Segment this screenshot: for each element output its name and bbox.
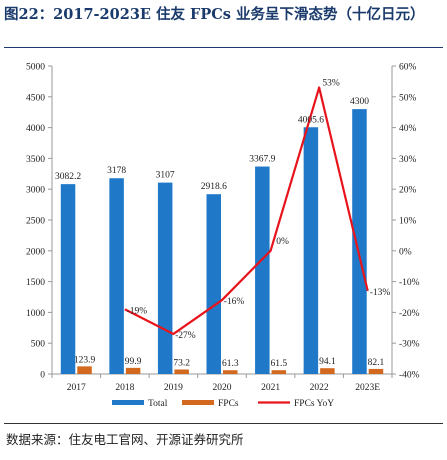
total-bar — [255, 166, 270, 374]
legend-swatch — [112, 400, 144, 405]
right-tick-label: 60% — [399, 63, 417, 73]
fpcs-bar-label: 94.1 — [319, 357, 336, 367]
left-tick-label: 1000 — [26, 309, 45, 319]
total-bar-label: 3367.9 — [249, 155, 275, 165]
legend-label: Total — [148, 399, 168, 409]
left-tick-label: 3000 — [26, 186, 45, 196]
chart-line — [124, 86, 369, 336]
left-tick-label: 3500 — [26, 155, 45, 165]
fpcs-bar — [223, 370, 238, 374]
right-tick-label: -30% — [399, 340, 420, 350]
x-tick-label: 2022 — [310, 383, 329, 393]
left-tick-label: 500 — [31, 340, 46, 350]
source-divider — [4, 423, 443, 424]
fpcs-bar — [125, 367, 141, 374]
total-bar-label: 3178 — [107, 166, 126, 176]
right-tick-label: -40% — [399, 371, 420, 381]
right-tick-label: 10% — [399, 217, 417, 227]
total-bar-label: 4300 — [350, 97, 369, 107]
chart-data-labels: 3082.2 123.9 3178 99.9 3107 73.2 2918.6 61.3 336… — [55, 79, 390, 370]
legend-label: FPCs YoY — [294, 399, 334, 409]
fpcs-bar-label: 61.3 — [222, 359, 239, 369]
right-tick-label: 40% — [399, 124, 417, 134]
total-bar — [352, 109, 367, 374]
x-tick-label: 2021 — [261, 383, 280, 393]
fpcs-bar-label: 82.1 — [368, 358, 385, 368]
fpcs-bar — [271, 370, 287, 374]
yoy-point-label: 53% — [322, 79, 340, 89]
total-bar — [303, 127, 319, 375]
right-tick-label: 30% — [399, 155, 417, 165]
yoy-point-label: -27% — [175, 331, 196, 341]
total-bar-label: 3107 — [156, 171, 175, 181]
legend-label: FPCs — [218, 399, 239, 409]
fpcs-bar — [77, 366, 92, 374]
yoy-line — [124, 86, 369, 336]
total-bar-label: 3082.2 — [55, 172, 81, 182]
left-tick-label: 4000 — [26, 124, 45, 134]
x-tick-label: 2018 — [115, 383, 134, 393]
left-tick-label: 5000 — [26, 63, 45, 73]
fpcs-bar — [174, 369, 189, 374]
x-tick-label: 2020 — [213, 383, 232, 393]
left-tick-label: 1500 — [26, 278, 45, 288]
right-tick-label: -10% — [399, 278, 420, 288]
yoy-point-label: 0% — [276, 237, 289, 247]
right-tick-label: 50% — [399, 93, 417, 103]
x-tick-label: 2017 — [67, 383, 86, 393]
total-bar — [60, 184, 76, 374]
total-bar-label: 2918.6 — [201, 182, 227, 192]
fpcs-bar-label: 61.5 — [271, 359, 288, 369]
left-tick-label: 2500 — [26, 217, 45, 227]
left-tick-label: 2000 — [26, 247, 45, 257]
right-tick-label: 20% — [399, 186, 417, 196]
yoy-point-label: -13% — [370, 288, 391, 298]
right-tick-label: 0% — [399, 247, 412, 257]
total-bar — [109, 178, 124, 374]
source-note: 数据来源：住友电工官网、开源证券研究所 — [6, 432, 244, 447]
x-tick-label: 2023E — [355, 383, 380, 393]
total-bar — [206, 194, 221, 374]
title-divider — [4, 47, 443, 48]
yoy-point-label: -19% — [127, 306, 148, 316]
yoy-point-label: -16% — [224, 297, 245, 307]
left-tick-label: 0 — [40, 371, 45, 381]
chart-bars — [60, 109, 384, 375]
left-tick-label: 4500 — [26, 93, 45, 103]
fpcs-bar-label: 73.2 — [173, 358, 190, 368]
fpcs-bar — [368, 368, 384, 374]
x-tick-label: 2019 — [164, 383, 183, 393]
legend-swatch — [182, 400, 214, 405]
chart: 0 500 1000 1500 2000 2500 3000 3500 4000 4500 5000… — [26, 63, 420, 410]
chart-legend: Total FPCs FPCs YoY — [112, 399, 334, 409]
chart-axes: 0 500 1000 1500 2000 2500 3000 3500 4000 4500 5000… — [26, 63, 420, 394]
fpcs-bar-label: 123.9 — [74, 355, 96, 365]
right-tick-label: -20% — [399, 309, 420, 319]
total-bar — [157, 182, 173, 374]
fpcs-bar — [320, 368, 335, 374]
total-bar-label: 4005.6 — [298, 115, 324, 125]
fpcs-bar-label: 99.9 — [125, 357, 142, 367]
chart-title: 图22：2017-2023E 住友 FPCs 业务呈下滑态势（十亿日元） — [4, 6, 425, 23]
